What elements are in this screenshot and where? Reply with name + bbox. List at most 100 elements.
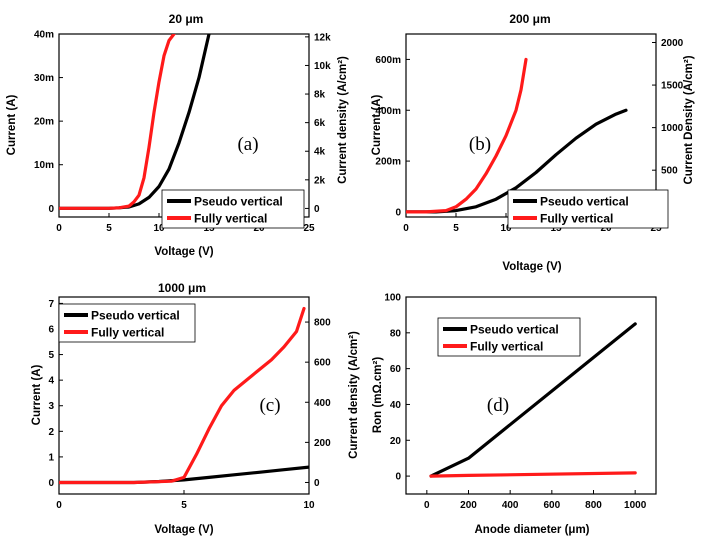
x-tick-label: 20 [600,223,612,234]
y-right-tick-label: 10k [314,61,331,72]
x-tick-label: 25 [303,223,315,234]
panel-annotation: (d) [487,395,509,416]
y-tick-label: 10m [34,160,54,171]
series-group [59,34,211,210]
x-tick-label: 0 [56,500,62,511]
y-tick-label: 600m [375,55,401,66]
pseudo-vertical-line [429,322,637,478]
y-right-tick-label: 1000 [661,123,684,134]
plot-frame [405,296,657,495]
y-right-tick-label: 6k [314,118,326,129]
x-axis-label: Voltage (V) [154,524,213,536]
x-tick-label: 20 [253,223,265,234]
x-tick-label: 5 [106,223,112,234]
series-group [406,57,628,214]
x-tick-label: 10 [303,500,315,511]
panel-a: 0 5 10 15 20 25 0 10m 20m 30m 40m 0 2k 4k 6k 8k 10k 12k 20… [6,12,349,258]
pseudo-vertical-line [406,108,628,214]
panel-annotation: (c) [259,395,280,416]
x-axis-label: Voltage (V) [154,246,213,258]
y-tick-label: 5 [48,350,54,361]
x-tick-label: 10 [153,223,165,234]
legend-label: Pseudo vertical [194,195,283,209]
legend: Pseudo vertical Fully vertical [161,189,305,229]
chart-title: 20 μm [169,12,204,26]
y-tick-label: 6 [48,324,54,335]
fully-vertical-line [429,471,637,478]
legend: Pseudo vertical Fully vertical [507,189,669,229]
x-tick-label: 800 [585,500,602,511]
series-group [59,306,309,485]
legend-box [507,189,669,229]
y-axis-label: Current (A) [371,94,383,155]
fully-vertical-line [59,34,176,210]
x-tick-label: 15 [550,223,562,234]
plot-frame [405,33,657,218]
x-tick-label: 0 [403,223,409,234]
y-axis-label-right: Current density (A/cm²) [348,331,360,459]
legend-label: Fully vertical [540,212,613,226]
x-tick-label: 600 [543,500,560,511]
legend-box [437,317,581,357]
y-right-tick-label: 200 [314,438,331,449]
y-right-tick-label: 4k [314,147,326,158]
y-tick-label: 2 [48,427,54,438]
y-right-tick-label: 0 [314,204,320,215]
y-tick-label: 3 [48,401,54,412]
fully-vertical-line [59,306,306,485]
y-tick-label: 200m [375,157,401,168]
y-right-tick-label: 500 [661,166,678,177]
series-group [429,322,637,478]
y-axis-label: Current (A) [6,94,18,155]
fully-vertical-line [406,57,528,214]
chart-title: 200 μm [509,12,550,26]
x-tick-label: 5 [181,500,187,511]
y-tick-label: 1 [48,452,54,463]
y-axis-label-right: Current density (A/cm²) [337,56,349,184]
y-tick-label: 7 [48,299,54,310]
y-tick-label: 0 [395,472,401,483]
y-tick-label: 100 [384,293,401,304]
x-axis-label: Voltage (V) [502,261,561,273]
x-tick-label: 10 [500,223,512,234]
legend-label: Pseudo vertical [91,309,180,323]
legend: Pseudo vertical Fully vertical [437,317,581,357]
pseudo-vertical-line [59,34,211,210]
y-axis-label-right: Current Density (A/cm²) [683,55,695,184]
panel-annotation: (a) [237,134,258,155]
panel-c: 0 5 10 0 1 2 3 4 5 6 7 0 200 400 600 800 1000 μm Voltage … [31,281,360,536]
legend-box [161,189,305,229]
y-tick-label: 400m [375,106,401,117]
y-tick-label: 4 [48,376,54,387]
panel-annotation: (b) [469,134,491,155]
y-tick-label: 40 [390,400,402,411]
legend-label: Pseudo vertical [470,323,559,337]
y-right-tick-label: 400 [314,398,331,409]
legend-label: Fully vertical [470,340,543,354]
y-right-tick-label: 1500 [661,81,684,92]
y-tick-label: 0 [48,478,54,489]
legend-label: Fully vertical [194,212,267,226]
x-axis-label: Anode diameter (μm) [474,524,589,536]
y-tick-label: 60 [390,364,402,375]
legend-label: Fully vertical [91,326,164,340]
y-tick-label: 0 [395,207,401,218]
y-axis-label: Current (A) [31,364,43,425]
y-right-tick-label: 2k [314,175,326,186]
x-tick-label: 1000 [624,500,647,511]
x-tick-label: 5 [453,223,459,234]
y-tick-label: 30m [34,73,54,84]
x-tick-label: 0 [424,500,430,511]
y-right-tick-label: 8k [314,90,326,101]
legend: Pseudo vertical Fully vertical [58,303,196,343]
x-tick-label: 400 [502,500,519,511]
y-right-tick-label: 2000 [661,38,684,49]
y-right-tick-label: 800 [314,318,331,329]
y-right-tick-label: 600 [314,358,331,369]
y-tick-label: 20 [390,436,402,447]
legend-label: Pseudo vertical [540,195,629,209]
y-axis-label: Ron (mΩ.cm²) [372,357,384,433]
y-tick-label: 80 [390,328,402,339]
panel-b: 05101520250200m400m600m05001000150020002… [371,12,695,273]
